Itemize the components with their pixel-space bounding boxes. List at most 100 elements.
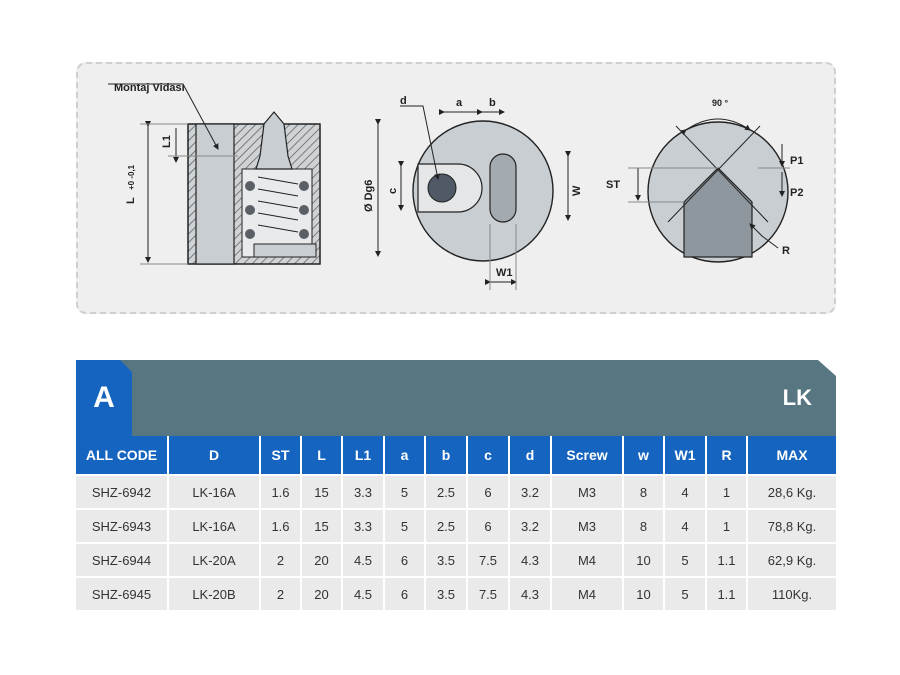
column-header: Screw bbox=[551, 436, 624, 475]
table-cell: 2 bbox=[260, 542, 302, 577]
table-cell: LK-20B bbox=[168, 576, 261, 610]
column-header: D bbox=[168, 436, 261, 475]
table-cell: 4.5 bbox=[342, 576, 385, 610]
table-cell: 6 bbox=[467, 508, 510, 543]
table-cell: 8 bbox=[623, 474, 665, 509]
column-header: L1 bbox=[342, 436, 385, 475]
series-name: LK bbox=[782, 385, 812, 410]
table-cell: 1.6 bbox=[260, 508, 302, 543]
table-cell: M3 bbox=[551, 474, 624, 509]
table-cell: 3.2 bbox=[509, 508, 552, 543]
front-view bbox=[375, 105, 571, 290]
table-cell: M3 bbox=[551, 508, 624, 543]
table-cell: 2.5 bbox=[425, 508, 468, 543]
technical-drawing-panel: Montaj Vidası L +0 -0,1 L1 d a b Ø Dg6 c… bbox=[76, 62, 836, 314]
table-cell: 6 bbox=[467, 474, 510, 509]
series-letter-badge: A bbox=[93, 381, 115, 414]
table-cell: 4.3 bbox=[509, 576, 552, 610]
table-cell: 78,8 Kg. bbox=[747, 508, 836, 543]
table-row: SHZ-6942 LK-16A 1.6 15 3.3 5 2.5 6 3.2 M3 8 4 1 28,6 … bbox=[76, 474, 836, 509]
table-cell: 110Kg. bbox=[747, 576, 836, 610]
table-cell: 8 bbox=[623, 508, 665, 543]
dim-Dg6-label: Ø Dg6 bbox=[363, 180, 375, 212]
dim-ST-label: ST bbox=[606, 179, 620, 191]
dim-L-tolerance: +0 -0,1 bbox=[127, 164, 136, 190]
table-cell: SHZ-6942 bbox=[76, 474, 169, 509]
table-cell: 4.3 bbox=[509, 542, 552, 577]
dim-W-label: W bbox=[571, 185, 583, 196]
dim-c-label: c bbox=[387, 188, 399, 194]
table-body: SHZ-6942 LK-16A 1.6 15 3.3 5 2.5 6 3.2 M3 8 4 1 28,6 … bbox=[76, 474, 836, 610]
table-cell: LK-20A bbox=[168, 542, 261, 577]
top-view bbox=[628, 118, 790, 263]
table-cell: LK-16A bbox=[168, 508, 261, 543]
table-cell: 62,9 Kg. bbox=[747, 542, 836, 577]
table-cell: 20 bbox=[301, 542, 343, 577]
column-header: ST bbox=[260, 436, 302, 475]
technical-drawing: Montaj Vidası L +0 -0,1 L1 d a b Ø Dg6 c… bbox=[108, 82, 803, 290]
table-cell: 3.5 bbox=[425, 576, 468, 610]
table-cell: 2.5 bbox=[425, 474, 468, 509]
column-header: R bbox=[706, 436, 748, 475]
column-header: d bbox=[509, 436, 552, 475]
dim-L-label: L bbox=[125, 197, 137, 204]
dim-R-label: R bbox=[782, 245, 790, 257]
table-cell: 1 bbox=[706, 508, 748, 543]
table-cell: LK-16A bbox=[168, 474, 261, 509]
table-row: SHZ-6944 LK-20A 2 20 4.5 6 3.5 7.5 4.3 M4 10 5 1.1 62… bbox=[76, 542, 836, 577]
column-header: a bbox=[384, 436, 426, 475]
table-cell: 1.6 bbox=[260, 474, 302, 509]
dim-b-label: b bbox=[489, 97, 496, 109]
table-header-row: ALL CODE D ST L L1 a b c d Screw w W1 R MAX bbox=[76, 436, 836, 475]
table-cell: 7.5 bbox=[467, 576, 510, 610]
table-cell: 4 bbox=[664, 474, 707, 509]
table-cell: 5 bbox=[664, 576, 707, 610]
table-cell: M4 bbox=[551, 576, 624, 610]
table-cell: 4.5 bbox=[342, 542, 385, 577]
table-cell: SHZ-6944 bbox=[76, 542, 169, 577]
table-cell: 4 bbox=[664, 508, 707, 543]
table-cell: 3.5 bbox=[425, 542, 468, 577]
dim-d-label: d bbox=[400, 95, 407, 107]
table-cell: 10 bbox=[623, 542, 665, 577]
column-header: L bbox=[301, 436, 343, 475]
dim-a-label: a bbox=[456, 97, 463, 109]
mounting-screw-label: Montaj Vidası bbox=[114, 82, 185, 94]
dim-P2-label: P2 bbox=[790, 187, 803, 199]
table-cell: 1.1 bbox=[706, 576, 748, 610]
dim-W1-label: W1 bbox=[496, 267, 513, 279]
column-header: w bbox=[623, 436, 665, 475]
dim-L1-label: L1 bbox=[161, 135, 173, 148]
table-cell: 28,6 Kg. bbox=[747, 474, 836, 509]
table-cell: 15 bbox=[301, 508, 343, 543]
table-cell: 5 bbox=[664, 542, 707, 577]
table-row: SHZ-6943 LK-16A 1.6 15 3.3 5 2.5 6 3.2 M3 8 4 1 78,8 … bbox=[76, 508, 836, 543]
table-cell: 3.3 bbox=[342, 508, 385, 543]
table-cell: 10 bbox=[623, 576, 665, 610]
table-cell: 5 bbox=[384, 474, 426, 509]
table-cell: 6 bbox=[384, 576, 426, 610]
section-view bbox=[108, 83, 321, 265]
spec-table: ALL CODE D ST L L1 a b c d Screw w W1 R MAX SHZ-6942 L… bbox=[76, 436, 836, 610]
column-header: b bbox=[425, 436, 468, 475]
column-header: W1 bbox=[664, 436, 707, 475]
table-cell: 5 bbox=[384, 508, 426, 543]
table-cell: 20 bbox=[301, 576, 343, 610]
table-cell: 1 bbox=[706, 474, 748, 509]
table-cell: M4 bbox=[551, 542, 624, 577]
column-header: MAX bbox=[747, 436, 836, 475]
table-cell: 2 bbox=[260, 576, 302, 610]
angle-label: 90 ° bbox=[712, 98, 729, 108]
table-cell: SHZ-6943 bbox=[76, 508, 169, 543]
column-header: c bbox=[467, 436, 510, 475]
table-cell: 3.3 bbox=[342, 474, 385, 509]
table-cell: 3.2 bbox=[509, 474, 552, 509]
table-row: SHZ-6945 LK-20B 2 20 4.5 6 3.5 7.5 4.3 M4 10 5 1.1 11… bbox=[76, 576, 836, 610]
column-header: ALL CODE bbox=[76, 436, 169, 475]
table-cell: 1.1 bbox=[706, 542, 748, 577]
table-cell: 15 bbox=[301, 474, 343, 509]
table-cell: 6 bbox=[384, 542, 426, 577]
dim-P1-label: P1 bbox=[790, 155, 803, 167]
table-cell: 7.5 bbox=[467, 542, 510, 577]
series-header bbox=[76, 360, 836, 436]
